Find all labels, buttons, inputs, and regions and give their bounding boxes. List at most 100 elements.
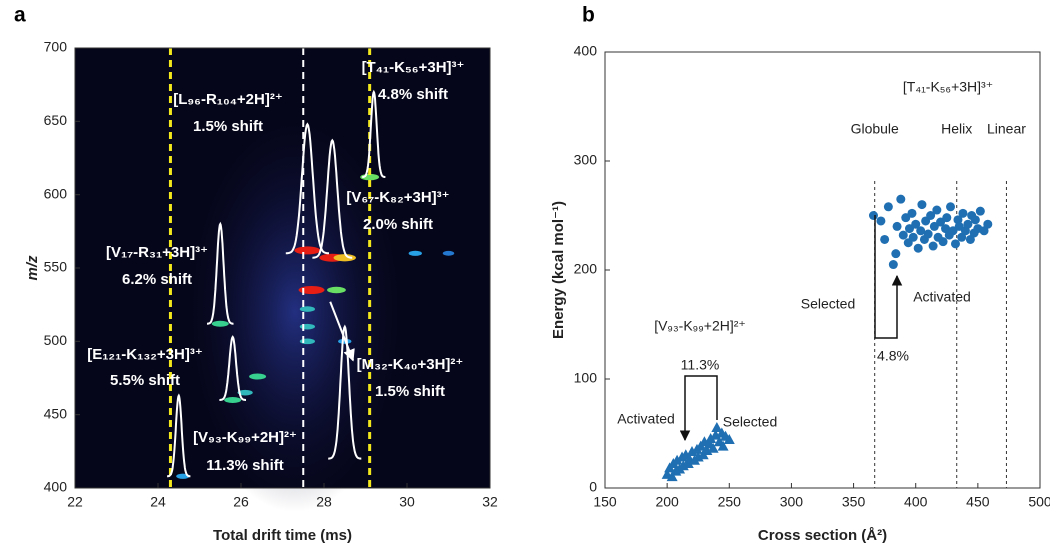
heatmap-spot	[298, 286, 325, 294]
reference-label: Globule	[851, 121, 899, 137]
heatmap-spot	[299, 323, 315, 330]
data-point	[911, 219, 921, 229]
data-point	[928, 241, 938, 251]
y-tick-label: 300	[574, 152, 598, 168]
data-point	[913, 243, 923, 253]
x-tick-label: 32	[482, 494, 498, 510]
x-tick-label: 350	[842, 494, 866, 510]
annotation: 2.0% shift	[363, 216, 433, 233]
data-point	[963, 219, 973, 229]
annotation: Selected	[723, 414, 777, 430]
data-point	[979, 226, 989, 236]
annotation: [M₃₂-K₄₀+3H]²⁺	[357, 356, 464, 373]
annotation: 11.3% shift	[206, 457, 284, 474]
data-point	[926, 211, 936, 220]
annotation: 6.2% shift	[122, 271, 192, 288]
data-point	[983, 219, 993, 229]
peak-trace	[219, 335, 246, 401]
x-axis-title: Total drift time (ms)	[213, 527, 352, 544]
y-tick-label: 600	[44, 185, 68, 201]
x-tick-label: 30	[399, 494, 415, 510]
annotation: [L₉₆-R₁₀₄+2H]²⁺	[173, 91, 283, 108]
heatmap-spot	[299, 338, 315, 345]
y-tick-label: 500	[44, 332, 68, 348]
panel-label: a	[14, 4, 26, 27]
annotation: [E₁₂₁-K₁₃₂+3H]³⁺	[87, 346, 203, 363]
y-tick-label: 400	[574, 43, 598, 59]
y-axis-title: Energy (kcal mol⁻¹)	[550, 201, 567, 339]
data-point	[941, 224, 951, 234]
y-tick-label: 700	[44, 39, 68, 55]
data-point	[717, 440, 729, 451]
data-point	[907, 208, 917, 218]
data-point	[942, 213, 952, 223]
y-tick-label: 400	[44, 479, 68, 495]
x-tick-label: 150	[593, 494, 617, 510]
heatmap-spot	[237, 389, 253, 396]
peak-trace	[362, 89, 386, 178]
y-tick-label: 100	[574, 370, 598, 386]
data-point	[965, 234, 975, 244]
heatmap-spot	[327, 286, 346, 294]
peak-trace	[285, 122, 329, 255]
data-point	[932, 205, 942, 215]
annotation: 4.8%	[877, 348, 909, 364]
data-point	[950, 239, 960, 249]
peak-trace	[312, 138, 353, 259]
peak-trace	[328, 324, 362, 460]
x-tick-label: 22	[67, 494, 83, 510]
heatmap-spot	[224, 397, 242, 403]
y-tick-label: 450	[44, 405, 68, 421]
peak-trace	[167, 393, 191, 478]
y-axis-title: m/z	[24, 255, 41, 281]
data-point	[880, 234, 890, 244]
annotation: Activated	[913, 289, 971, 305]
x-tick-label: 28	[316, 494, 332, 510]
annotation: [T₄₁-K₅₆+3H]³⁺	[903, 79, 993, 95]
data-point	[707, 442, 719, 453]
data-point	[705, 432, 717, 443]
x-tick-label: 400	[904, 494, 928, 510]
annotation: [V₆₇-K₈₂+3H]³⁺	[346, 189, 449, 206]
data-point	[671, 454, 683, 465]
annotation: 1.5% shift	[193, 118, 263, 135]
x-tick-label: 300	[780, 494, 804, 510]
reference-label: Linear	[987, 121, 1026, 137]
data-point	[896, 194, 906, 204]
x-tick-label: 500	[1028, 494, 1050, 510]
y-tick-label: 550	[44, 259, 68, 275]
data-point	[938, 237, 948, 247]
x-axis-title: Cross section (Å²)	[758, 527, 887, 544]
heatmap-spot	[442, 250, 455, 256]
data-point	[891, 249, 901, 259]
peak-trace	[207, 221, 234, 325]
data-point	[975, 206, 985, 216]
bracket	[874, 215, 903, 339]
annotation: Activated	[617, 411, 675, 427]
data-point	[917, 200, 927, 210]
data-point	[908, 232, 918, 242]
heatmap-spot	[333, 254, 356, 262]
x-tick-label: 24	[150, 494, 166, 510]
annotation: [V₉₃-K₉₉+2H]²⁺	[654, 318, 746, 334]
data-point	[711, 422, 723, 433]
annotation: 5.5% shift	[110, 372, 180, 389]
panel-label: b	[582, 4, 595, 27]
data-point	[666, 471, 678, 482]
plot-frame	[604, 51, 1041, 489]
data-point	[958, 208, 968, 218]
data-point	[916, 226, 926, 236]
heatmap-spot	[299, 306, 315, 312]
y-tick-label: 0	[589, 479, 597, 495]
plot-frame	[74, 47, 491, 489]
heatmap-spot	[211, 320, 229, 327]
heatmap-spot	[294, 246, 321, 255]
data-point	[883, 202, 893, 212]
reference-label: Helix	[941, 121, 972, 137]
data-point	[957, 232, 967, 242]
x-tick-label: 26	[233, 494, 249, 510]
annotation: [T₄₁-K₅₆+3H]³⁺	[362, 59, 465, 76]
annotation: Selected	[801, 296, 855, 312]
annotation: 11.3%	[681, 357, 720, 373]
